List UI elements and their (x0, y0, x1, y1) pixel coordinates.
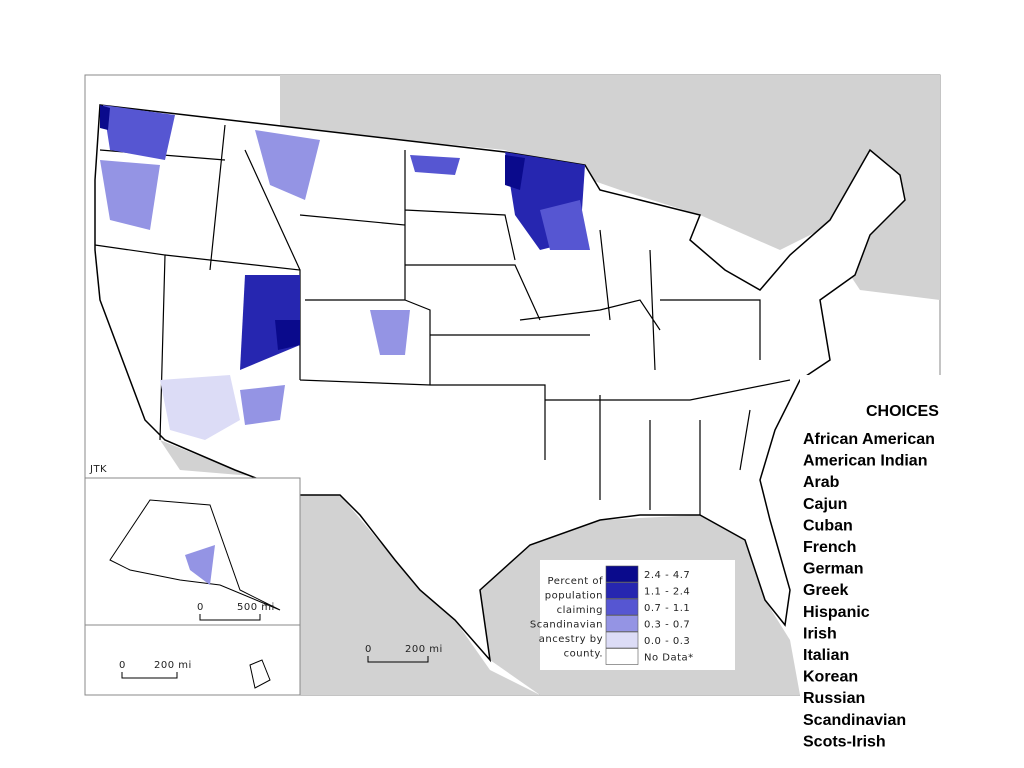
choice-item[interactable]: Cajun (803, 496, 847, 513)
scale-bar (367, 656, 429, 663)
choices-panel (800, 375, 1024, 768)
choice-item[interactable]: Cuban (803, 517, 853, 534)
legend-swatch (605, 565, 639, 583)
legend-swatch (605, 615, 639, 632)
choices-list: African American American Indian Arab Cajun… (803, 431, 935, 750)
scale-end: 200 mi (405, 644, 443, 655)
legend-title-line: ancestry by (539, 634, 603, 645)
scale-start: 0 (365, 644, 372, 655)
scale-end: 200 mi (154, 660, 192, 671)
scale-bar (199, 614, 261, 621)
legend-label: No Data* (644, 653, 694, 664)
scale-end: 500 mi (237, 602, 275, 613)
legend-title-line: Scandinavian (530, 620, 603, 631)
legend-title-line: Percent of (548, 576, 603, 587)
choice-item[interactable]: German (803, 561, 863, 578)
legend-swatch (605, 648, 639, 665)
choice-item[interactable]: American Indian (803, 453, 927, 470)
legend-title-line: county. (564, 649, 603, 660)
legend-label: 2.4 - 4.7 (644, 570, 690, 581)
scale-bars: 0 500 mi 0 200 mi 0 200 mi (119, 602, 443, 679)
map-base: JTK (84, 74, 941, 696)
legend-swatch (605, 631, 639, 649)
choice-item[interactable]: African American (803, 431, 935, 448)
scale-bar (121, 672, 178, 679)
scale-start: 0 (197, 602, 204, 613)
choice-item[interactable]: Korean (803, 669, 858, 686)
legend-title-line: population (545, 591, 603, 602)
hawaii-inset (84, 624, 301, 696)
credit: JTK (89, 464, 107, 475)
legend-label: 0.7 - 1.1 (644, 603, 690, 614)
legend-label: 0.3 - 0.7 (644, 620, 690, 631)
choice-item[interactable]: Greek (803, 582, 848, 599)
legend-title-line: claiming (557, 605, 603, 616)
legend-swatch (605, 582, 639, 599)
choice-item[interactable]: Italian (803, 647, 849, 664)
choice-item[interactable]: Irish (803, 625, 837, 642)
scale-start: 0 (119, 660, 126, 671)
shaded-counties (100, 105, 590, 440)
legend-label: 1.1 - 2.4 (644, 587, 690, 598)
choice-item[interactable]: Russian (803, 690, 865, 707)
choice-item[interactable]: Arab (803, 474, 840, 491)
choices-title: CHOICES (866, 403, 939, 420)
choice-item[interactable]: Scots-Irish (803, 733, 886, 750)
legend-swatch (605, 598, 639, 616)
legend-label: 0.0 - 0.3 (644, 636, 690, 647)
choice-item[interactable]: Scandinavian (803, 712, 906, 729)
choice-item[interactable]: French (803, 539, 856, 556)
choice-item[interactable]: Hispanic (803, 604, 870, 621)
legend: Percent of population claiming Scandinavian… (530, 565, 694, 665)
